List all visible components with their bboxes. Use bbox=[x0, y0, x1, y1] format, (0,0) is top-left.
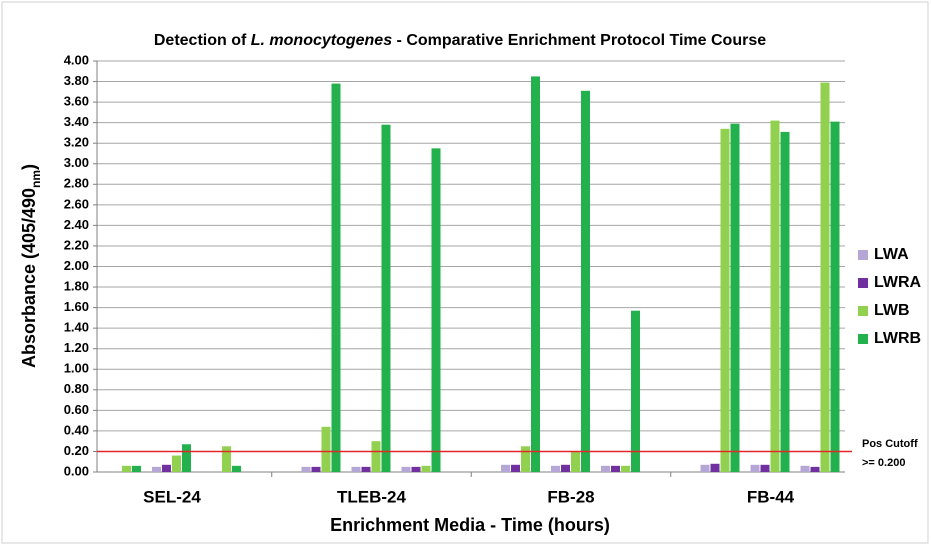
x-tick-label: SEL-24 bbox=[143, 487, 201, 506]
bar bbox=[720, 128, 730, 472]
cutoff-label: >= 0.200 bbox=[862, 457, 905, 469]
bar bbox=[162, 464, 171, 472]
x-tick-label: FB-44 bbox=[747, 487, 795, 506]
x-tick-label: TLEB-24 bbox=[337, 487, 407, 506]
bar bbox=[551, 465, 560, 472]
y-tick-label: 0.20 bbox=[64, 443, 89, 458]
bar bbox=[531, 76, 540, 472]
bar bbox=[331, 83, 341, 472]
legend-label: LWA bbox=[874, 246, 909, 263]
legend-swatch bbox=[858, 334, 868, 344]
y-tick-label: 1.20 bbox=[64, 340, 89, 355]
bar bbox=[381, 124, 391, 472]
bar bbox=[361, 466, 371, 472]
bar bbox=[830, 121, 840, 472]
cutoff-label: Pos Cutoff bbox=[862, 438, 918, 450]
y-tick-label: 3.00 bbox=[64, 155, 89, 170]
y-tick-label: 1.80 bbox=[64, 278, 89, 293]
y-tick-label: 1.40 bbox=[64, 320, 89, 335]
y-tick-label: 0.00 bbox=[64, 463, 89, 478]
y-tick-label: 3.80 bbox=[64, 73, 89, 88]
bar bbox=[421, 465, 431, 472]
bar bbox=[631, 310, 640, 472]
bar bbox=[182, 444, 191, 472]
bar bbox=[760, 464, 770, 472]
bar bbox=[820, 82, 830, 472]
bar bbox=[800, 465, 810, 472]
bar bbox=[371, 441, 381, 472]
y-tick-label: 2.60 bbox=[64, 196, 89, 211]
bar bbox=[601, 465, 610, 472]
bar bbox=[810, 466, 820, 472]
chart-title: Detection of L. monocytogenes - Comparat… bbox=[154, 32, 766, 49]
bar bbox=[770, 120, 780, 472]
y-axis-title: Absorbance (405/490nm) bbox=[19, 164, 43, 368]
bar bbox=[172, 455, 181, 472]
bar bbox=[561, 464, 570, 472]
legend-swatch bbox=[858, 278, 868, 288]
y-tick-label: 2.80 bbox=[64, 176, 89, 191]
x-axis-title: Enrichment Media - Time (hours) bbox=[330, 515, 610, 535]
legend-label: LWB bbox=[874, 302, 910, 319]
bar bbox=[122, 465, 131, 472]
y-tick-label: 2.20 bbox=[64, 237, 89, 252]
bar bbox=[301, 466, 311, 472]
legend-label: LWRB bbox=[874, 330, 921, 347]
bar bbox=[571, 451, 580, 472]
y-tick-label: 3.20 bbox=[64, 135, 89, 150]
bar bbox=[222, 446, 231, 472]
y-tick-label: 1.60 bbox=[64, 299, 89, 314]
y-tick-label: 2.40 bbox=[64, 217, 89, 232]
bar bbox=[501, 464, 510, 472]
bar bbox=[232, 465, 241, 472]
y-tick-label: 0.40 bbox=[64, 422, 89, 437]
bar bbox=[780, 131, 790, 472]
bar bbox=[730, 123, 740, 473]
bar bbox=[321, 426, 331, 472]
bar bbox=[152, 466, 161, 472]
y-tick-label: 4.00 bbox=[64, 52, 89, 67]
bar bbox=[411, 466, 421, 472]
bar bbox=[351, 466, 361, 472]
bar bbox=[700, 464, 710, 472]
legend-swatch bbox=[858, 306, 868, 316]
bar bbox=[611, 465, 620, 472]
bar bbox=[621, 465, 630, 472]
bar bbox=[132, 465, 141, 472]
bar bbox=[710, 463, 720, 472]
bar bbox=[311, 466, 321, 472]
y-tick-label: 0.80 bbox=[64, 381, 89, 396]
legend-swatch bbox=[858, 250, 868, 260]
y-tick-label: 3.40 bbox=[64, 114, 89, 129]
bar bbox=[581, 90, 590, 473]
legend-label: LWRA bbox=[874, 274, 922, 291]
bar bbox=[511, 464, 520, 472]
bar bbox=[521, 446, 530, 472]
x-tick-label: FB-28 bbox=[547, 487, 594, 506]
bar bbox=[431, 148, 441, 472]
y-tick-label: 1.00 bbox=[64, 361, 89, 376]
y-tick-label: 0.60 bbox=[64, 402, 89, 417]
y-tick-label: 3.60 bbox=[64, 94, 89, 109]
y-tick-label: 2.00 bbox=[64, 258, 89, 273]
bar bbox=[750, 464, 760, 472]
bar bbox=[401, 466, 411, 472]
